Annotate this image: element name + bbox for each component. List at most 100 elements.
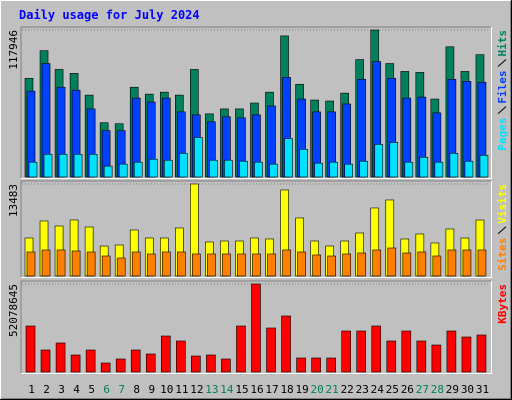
bar [145,353,156,373]
bar [479,154,489,178]
x-tick-label: 27 [416,383,429,396]
legend: Pages Files Hits [496,30,509,151]
x-tick-label: 28 [431,383,444,396]
bar [163,159,173,178]
bar [58,154,68,178]
legend-separator [497,106,507,115]
bar [267,253,276,277]
bar [116,257,126,277]
bar [71,250,81,277]
bar [329,161,338,178]
x-tick-label: 8 [133,383,140,396]
x-tick-label: 4 [73,383,80,396]
bar [449,153,459,178]
bar [103,165,113,178]
bar [40,349,51,373]
bar [461,336,472,373]
bar [371,325,382,373]
frame [20,280,491,373]
frame [21,281,492,374]
bar [269,163,278,178]
bar [55,342,66,373]
frame [21,27,492,179]
legend: KBytes [496,284,509,324]
bar [70,354,81,373]
frame [21,181,492,278]
bar [236,325,246,373]
x-tick-label: 29 [446,383,459,396]
bar [356,330,367,373]
x-tick-label: 10 [160,383,173,396]
bar [160,335,171,373]
bar [118,163,128,178]
x-tick-label: 7 [118,383,125,396]
legend-label: Visits [496,184,509,224]
bar [56,249,66,277]
bar [130,349,141,373]
bar [191,355,201,373]
bar [222,253,231,277]
bar [266,327,276,373]
bar [221,358,231,373]
bar [311,357,321,373]
bar [85,349,96,373]
bar [41,249,51,277]
bar [282,249,291,277]
bar [148,158,158,178]
bar [374,144,384,178]
x-tick-label: 19 [295,383,308,396]
legend-separator [497,226,507,235]
bar [402,252,412,277]
bar [462,249,472,277]
x-tick-label: 2 [43,383,50,396]
bar [224,159,233,178]
bar [88,154,98,178]
bar [237,253,246,277]
bar [239,160,248,178]
bar [133,161,143,178]
legend-label: Files [496,71,509,104]
bar [434,161,444,178]
bar [281,315,291,373]
x-tick-label: 23 [356,383,369,396]
x-tick-label: 17 [265,383,278,396]
legend: Sites Visits [496,184,509,271]
bar [417,251,427,277]
bar [312,254,321,277]
bar [341,330,351,373]
bar [431,344,442,373]
frame [20,180,491,277]
bar [209,159,218,178]
chart-title: Daily usage for July 2024 [19,8,200,22]
bar [297,251,306,277]
bar [477,249,487,277]
bar [464,160,474,178]
bar [73,154,83,178]
x-tick-label: 24 [371,383,385,396]
bar [357,252,367,277]
bar [25,325,36,373]
x-tick-label: 13 [205,383,218,396]
x-tick-label: 26 [401,383,414,396]
y-tick-label: 117946 [7,30,20,70]
bar [251,283,261,373]
x-tick-label: 1 [28,383,35,396]
bar [387,247,397,277]
legend-label: KBytes [496,284,509,324]
bar [192,253,201,277]
bar [179,153,188,178]
bar [177,251,186,277]
bar [26,251,36,277]
x-tick-label: 14 [220,383,234,396]
x-tick-label: 3 [58,383,65,396]
bar [28,161,38,178]
bar [131,251,141,277]
frame [20,26,491,178]
legend-separator [497,59,507,67]
x-tick-label: 5 [88,383,95,396]
legend-label: Sites [496,238,509,271]
x-tick-label: 22 [341,383,354,396]
bar [296,357,306,373]
bar [314,162,323,178]
x-tick-label: 6 [103,383,110,396]
